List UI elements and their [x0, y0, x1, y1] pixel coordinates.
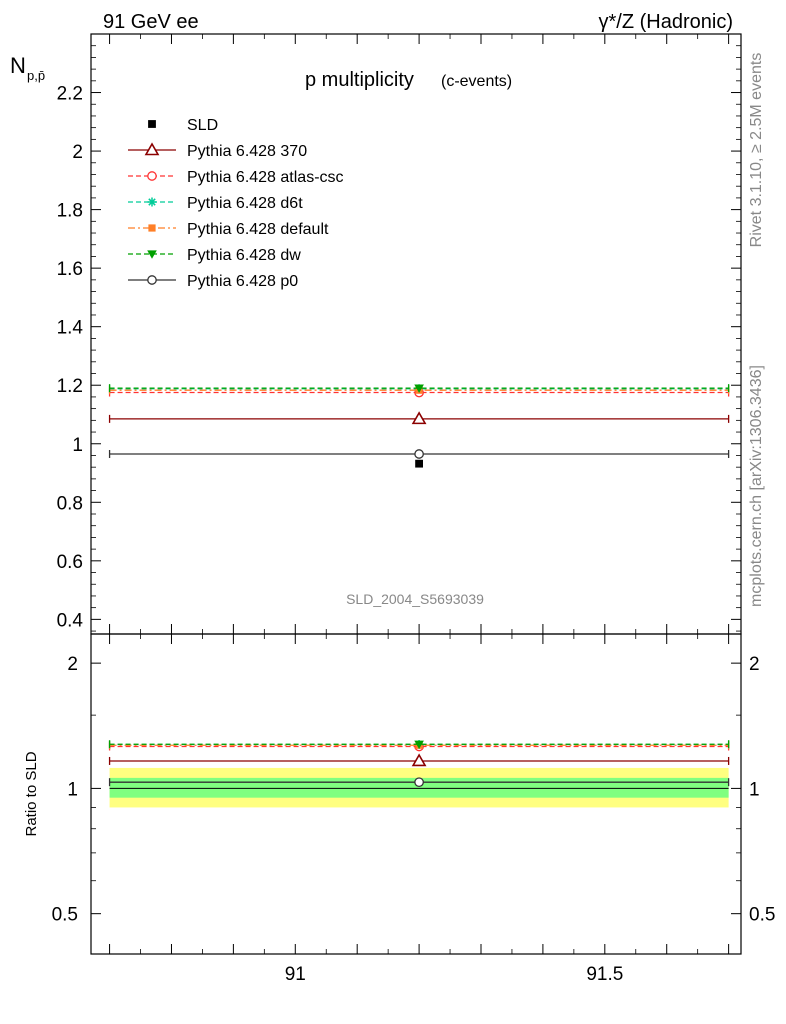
ratio-y-axis-label: Ratio to SLD	[23, 751, 40, 836]
ratio-ytick-label-right: 2	[749, 654, 760, 675]
y-axis-label-sub: p,p̄	[27, 68, 45, 83]
header-right: γ*/Z (Hadronic)	[599, 11, 733, 33]
ratio-series-marker	[414, 740, 424, 750]
legend-label: Pythia 6.428 p0	[187, 273, 298, 290]
xtick-label: 91.5	[586, 964, 623, 985]
main-ytick-label: 2	[72, 142, 83, 163]
series-pythia-6-428-p0	[108, 449, 730, 459]
ratio-series-pythia-6-428-dw	[108, 740, 730, 750]
legend-label: Pythia 6.428 dw	[187, 247, 301, 264]
ratio-y-ticks: 0.5 0.5 1 1 2 2	[52, 654, 775, 955]
legend-entry: Pythia 6.428 default	[128, 221, 329, 238]
legend-entry: Pythia 6.428 dw	[128, 247, 301, 264]
main-ytick-label: 1.8	[57, 201, 83, 222]
legend-entry: Pythia 6.428 370	[128, 142, 307, 160]
data-marker-sld	[415, 459, 423, 468]
main-ytick-label: 0.6	[57, 552, 83, 573]
legend-marker	[147, 250, 157, 259]
ratio-ytick-label-right: 1	[749, 779, 760, 800]
ratio-series-marker	[411, 753, 427, 767]
ratio-panel: 0.5 0.5 1 1 2 2 91 91.5 Ratio to SLD	[23, 633, 775, 985]
main-ytick-label: 1.4	[57, 318, 84, 339]
legend-marker	[148, 120, 156, 128]
chart-title: p multiplicity	[305, 69, 414, 91]
ratio-ytick-label: 0.5	[52, 905, 78, 926]
main-x-ticks	[109, 34, 730, 634]
main-ytick-label: 1.2	[57, 376, 83, 397]
legend-marker	[147, 197, 157, 207]
ratio-series-marker	[414, 777, 424, 788]
rivet-label: Rivet 3.1.10, ≥ 2.5M events	[748, 53, 765, 248]
chart-title-suffix: (c-events)	[441, 73, 512, 90]
legend-entry: Pythia 6.428 atlas-csc	[128, 169, 344, 186]
main-data-point	[415, 459, 423, 468]
ratio-series-pythia-6-428-p0	[108, 777, 730, 788]
legend-entry: SLD	[148, 117, 218, 134]
legend-marker	[148, 224, 156, 232]
ratio-ytick-label: 2	[67, 654, 78, 675]
main-ytick-label: 1	[72, 435, 83, 456]
series-pythia-6-428-370	[108, 411, 730, 425]
main-series	[108, 384, 730, 459]
main-y-ticks: 0.4 0.6 0.8 1 1.2 1.4 1.6 1.8 2 2.2	[57, 45, 741, 632]
main-ytick-label: 1.6	[57, 259, 83, 280]
legend-label: SLD	[187, 117, 218, 134]
series-marker	[414, 449, 424, 459]
y-axis-label: N	[10, 53, 26, 78]
legend-marker	[147, 171, 157, 181]
ratio-series	[108, 740, 730, 788]
ratio-uncertainty-bands	[109, 767, 729, 808]
legend-label: Pythia 6.428 370	[187, 143, 307, 160]
analysis-watermark: SLD_2004_S5693039	[346, 591, 484, 607]
header-left: 91 GeV ee	[103, 11, 199, 33]
legend-label: Pythia 6.428 atlas-csc	[187, 169, 344, 186]
ratio-ytick-label-right: 0.5	[749, 905, 775, 926]
legend-entry: Pythia 6.428 d6t	[128, 195, 303, 212]
ratio-series-pythia-6-428-370	[108, 753, 730, 767]
legend-label: Pythia 6.428 d6t	[187, 195, 303, 212]
ratio-frame	[90, 633, 742, 955]
series-pythia-6-428-dw	[108, 384, 730, 393]
main-ytick-label: 0.8	[57, 493, 83, 514]
legend-label: Pythia 6.428 default	[187, 221, 329, 238]
legend-entry: Pythia 6.428 p0	[128, 273, 298, 290]
mcplots-label: mcplots.cern.ch [arXiv:1306.3436]	[748, 365, 765, 607]
main-ytick-label: 2.2	[57, 84, 83, 105]
xtick-label: 91	[285, 964, 306, 985]
ratio-ytick-label: 1	[67, 779, 78, 800]
ratio-x-ticks: 91 91.5	[109, 634, 730, 985]
legend-marker	[147, 275, 157, 285]
series-marker	[411, 411, 427, 425]
legend: SLD Pythia 6.428 370 Pythia 6.428 atlas-cs…	[128, 117, 344, 290]
main-panel: 0.4 0.6 0.8 1 1.2 1.4 1.6 1.8 2 2.2 p multiplicit…	[10, 33, 742, 635]
series-marker	[414, 384, 424, 393]
main-ytick-label: 0.4	[57, 610, 84, 631]
legend-marker	[144, 142, 160, 156]
